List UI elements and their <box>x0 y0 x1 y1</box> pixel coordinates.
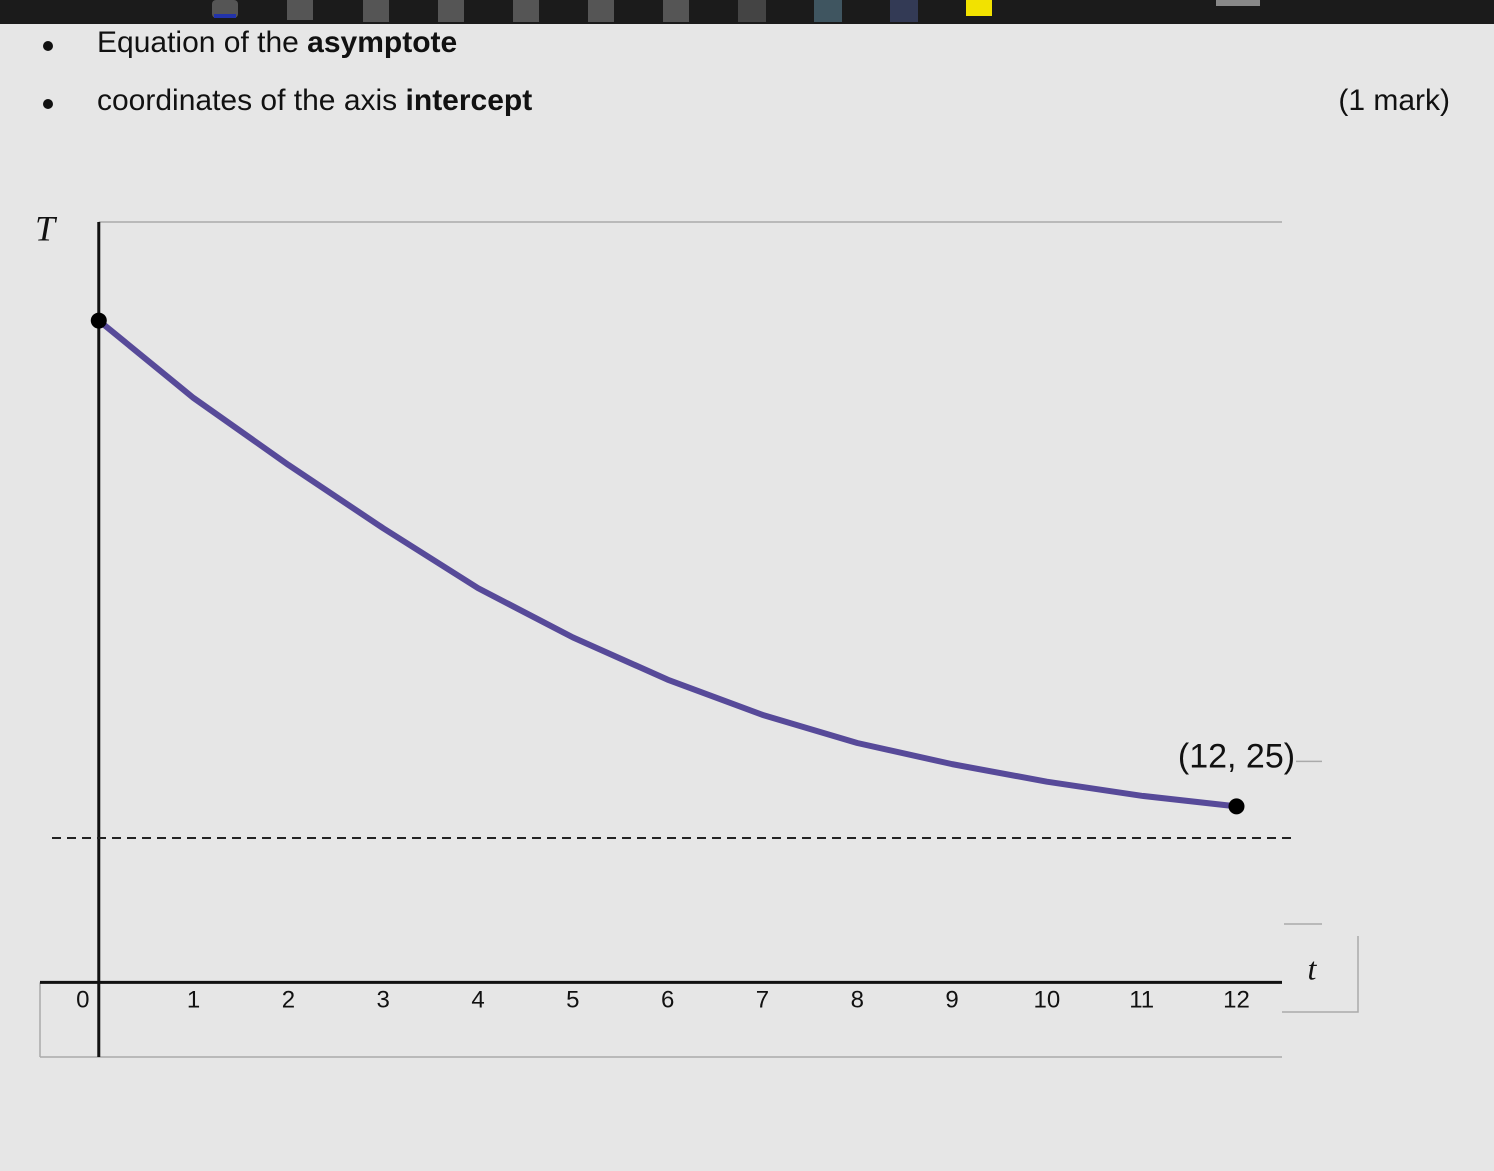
curve <box>95 317 1240 810</box>
chart: Tt0 1 2 3 4 5 6 7 8 9 10 11 12(12, 25) <box>35 208 1359 1058</box>
x-tick-label: 3 <box>377 986 390 1013</box>
x-tick-label: 8 <box>851 986 864 1013</box>
bullet <box>43 99 53 109</box>
x-tick-label: 11 <box>1129 986 1154 1013</box>
bullet <box>43 41 53 51</box>
bold-text: asymptote <box>307 26 457 59</box>
x-tick-label: 4 <box>471 986 484 1013</box>
x-tick-label: 2 <box>282 986 295 1013</box>
x-tick-label: 9 <box>945 986 958 1013</box>
frame-line <box>1282 936 1359 1013</box>
point <box>1228 798 1245 815</box>
text: coordinates of the axis <box>97 84 397 117</box>
bold-text: intercept <box>406 84 533 117</box>
marks: (1 mark) <box>1338 84 1450 117</box>
point <box>90 312 107 329</box>
x-axis-label: t <box>1308 950 1318 986</box>
x-tick-label: 1 <box>187 986 200 1013</box>
toolbar-tools <box>212 0 1260 22</box>
text: Equation of the <box>97 26 299 59</box>
y-axis-label: T <box>35 208 58 248</box>
x-tick-label: 10 <box>1034 986 1061 1013</box>
x-tick-label: 6 <box>661 986 674 1013</box>
bullet-text: Equation of the asymptote <box>97 26 457 59</box>
bullet-text: coordinates of the axis intercept <box>97 84 532 117</box>
x-tick-label: 0 <box>76 986 89 1013</box>
x-tick-label: 7 <box>756 986 769 1013</box>
x-tick-label: 5 <box>566 986 579 1013</box>
annotation: (12, 25) <box>1178 737 1295 775</box>
x-tick-label: 12 <box>1223 986 1250 1013</box>
